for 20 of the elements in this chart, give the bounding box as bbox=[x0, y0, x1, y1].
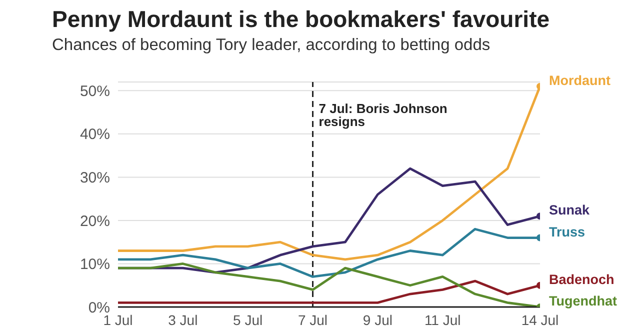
y-tick-label: 30% bbox=[80, 170, 110, 187]
chart-subtitle: Chances of becoming Tory leader, according to betting odds bbox=[52, 36, 490, 55]
x-tick-label: 5 Jul bbox=[233, 312, 263, 328]
y-tick-label: 40% bbox=[80, 126, 110, 144]
series-label: Sunak bbox=[549, 202, 590, 218]
series-label: Truss bbox=[549, 224, 586, 240]
x-tick-label: 11 Jul bbox=[424, 312, 461, 328]
x-tick-label: 3 Jul bbox=[168, 312, 198, 328]
series-label: Tugendhat bbox=[549, 294, 618, 309]
y-tick-label: 50% bbox=[80, 82, 110, 100]
line-series bbox=[118, 280, 540, 304]
y-tick-label: 10% bbox=[80, 256, 110, 274]
series-label: Badenoch bbox=[549, 272, 614, 287]
ref-line-label: 7 Jul: Boris Johnson resigns bbox=[318, 101, 448, 130]
chart-title: Penny Mordaunt is the bookmakers' favourite bbox=[52, 6, 550, 33]
x-tick-label: 9 Jul bbox=[362, 312, 392, 328]
y-tick-label: 20% bbox=[80, 212, 110, 230]
x-tick-label: 7 Jul bbox=[298, 312, 328, 328]
x-tick-label: 14 Jul bbox=[521, 312, 559, 328]
series-label: Mordaunt bbox=[549, 72, 611, 88]
